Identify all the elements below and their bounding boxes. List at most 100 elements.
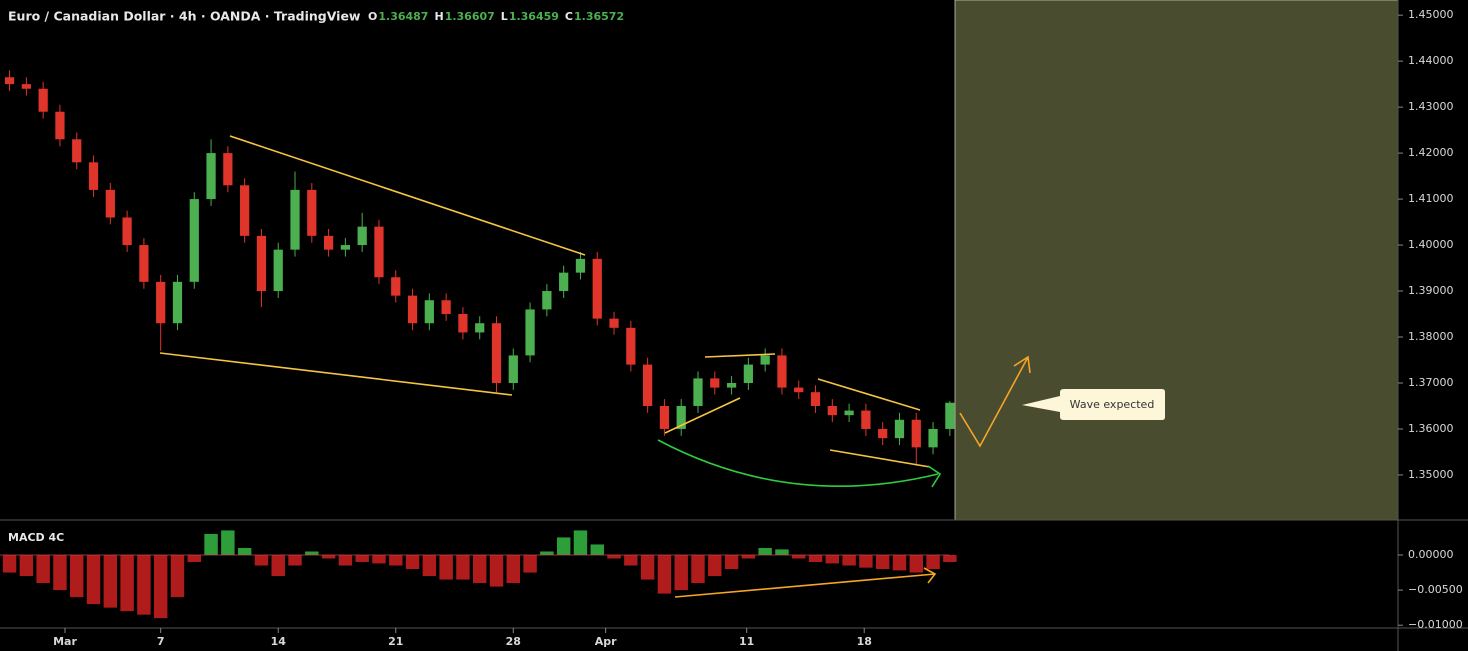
drawings [159, 135, 1031, 598]
histogram-bar [2, 554, 17, 573]
candle-body [878, 428, 888, 439]
histogram-bar [657, 554, 672, 594]
histogram-bar [943, 554, 957, 563]
ohlc-key: L [501, 10, 508, 23]
forecast-zone [954, 0, 1399, 521]
candle-body [290, 189, 300, 250]
callout [1022, 389, 1165, 420]
histogram-bar [875, 554, 890, 570]
ohlc-value: 1.36607 [445, 10, 495, 23]
y-tick-label: 1.41000 [1408, 192, 1454, 205]
y-tick-label: 1.35000 [1408, 468, 1454, 481]
candle-body [911, 419, 921, 448]
histogram-bar [86, 554, 101, 605]
histogram-bar [758, 547, 772, 555]
x-tick-label: Apr [595, 635, 617, 648]
histogram-bar [456, 554, 470, 580]
histogram-bar [103, 554, 118, 608]
histogram-bar [254, 554, 269, 566]
trend-line [829, 449, 931, 468]
ohlc-key: C [565, 10, 573, 23]
histogram-bar [506, 554, 521, 584]
histogram-bar [926, 554, 940, 570]
trend-line [664, 397, 741, 434]
histogram-bar [556, 537, 571, 555]
candle-body [609, 318, 619, 328]
x-tick-label: 14 [271, 635, 287, 648]
y-tick-label: 1.45000 [1408, 8, 1454, 21]
histogram-bar [120, 554, 134, 612]
arrow-head [923, 567, 937, 584]
histogram-bar [70, 554, 84, 598]
candle-body [189, 199, 199, 282]
histogram-bar [825, 554, 840, 564]
histogram-bar [590, 544, 604, 555]
candle-body [592, 258, 602, 319]
histogram-bar [288, 554, 302, 566]
candle-body [55, 111, 65, 140]
histogram-bar [237, 547, 252, 555]
trend-line [229, 135, 586, 256]
trend-line [817, 378, 921, 411]
histogram-bar [640, 554, 655, 580]
y-tick-label: −0.01000 [1408, 618, 1463, 631]
candle-body [139, 245, 149, 282]
histogram-bar [422, 554, 437, 577]
ohlc-key: O [368, 10, 377, 23]
macd-trend [674, 573, 936, 598]
candle-body [38, 88, 48, 112]
ohlc-value: 1.36487 [378, 10, 428, 23]
candle-body [340, 245, 351, 250]
histogram-bar [540, 551, 554, 555]
histogram-bar [523, 554, 537, 573]
candle-body [542, 291, 552, 310]
candle-body [475, 323, 485, 333]
arrow-head [927, 465, 942, 488]
y-tick-label: 0.00000 [1408, 548, 1454, 561]
x-tick-label: Mar [53, 635, 77, 648]
arrow-head [1013, 355, 1031, 374]
wave-arrow [959, 356, 1029, 448]
y-tick-label: 1.40000 [1408, 238, 1454, 251]
candle-body [156, 281, 166, 324]
candle-body [391, 277, 401, 296]
histogram-bar [221, 530, 235, 555]
chart-title: Euro / Canadian Dollar · 4h · OANDA · Tr… [8, 9, 361, 24]
candle-body [72, 139, 82, 163]
histogram-bar [607, 554, 621, 559]
candle-body [374, 226, 384, 278]
candle-body [21, 84, 31, 89]
y-tick-label: −0.00500 [1408, 583, 1463, 596]
histogram-bar [741, 554, 756, 559]
trend-line [159, 352, 513, 396]
y-tick-label: 1.44000 [1408, 54, 1454, 67]
histogram-bar [137, 554, 151, 615]
candle-body [407, 295, 418, 324]
histogram-bar [724, 554, 739, 570]
candle-body [861, 410, 871, 429]
ohlc-key: H [434, 10, 443, 23]
candle-body [827, 405, 837, 416]
y-tick-label: 1.37000 [1408, 376, 1454, 389]
histogram-bar [355, 554, 369, 563]
candle-body [223, 153, 233, 186]
candle-body [676, 405, 686, 429]
histogram-bar [338, 554, 353, 566]
histogram-bar [305, 551, 319, 555]
histogram-bar [472, 554, 487, 584]
histogram-bar [691, 554, 705, 584]
candle-body [844, 410, 854, 416]
candle-body [777, 355, 787, 388]
candle-body [122, 217, 132, 246]
candle-body [559, 272, 569, 292]
candle-body [710, 378, 720, 388]
candle-body [273, 249, 283, 292]
x-tick-label: 11 [739, 635, 754, 648]
indicator-title: MACD 4C [8, 531, 64, 544]
callout-text: Wave expected [1070, 398, 1155, 411]
candle-body [643, 364, 653, 406]
marks [0, 70, 957, 619]
ohlc-value: 1.36572 [574, 10, 624, 23]
candle-body [240, 185, 250, 236]
histogram-bar [808, 554, 823, 563]
